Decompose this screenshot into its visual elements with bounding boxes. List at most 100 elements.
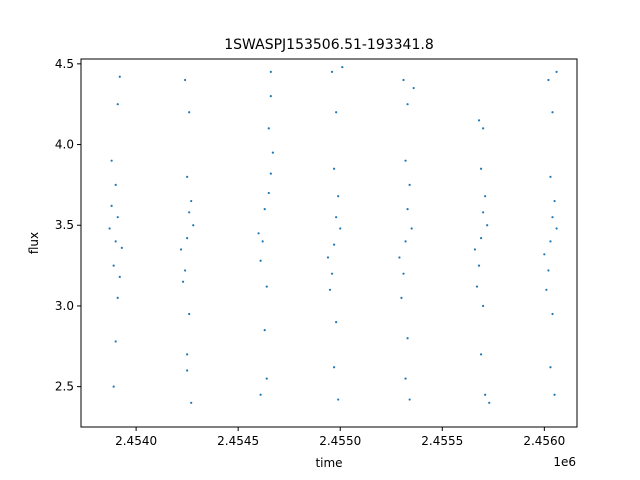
data-point — [337, 195, 340, 198]
data-point — [549, 366, 552, 369]
x-tick-label: 2.4555 — [421, 434, 463, 448]
data-point — [406, 103, 409, 106]
y-axis-label: flux — [27, 232, 41, 254]
data-point — [190, 401, 193, 404]
data-point — [110, 159, 113, 162]
data-point — [330, 272, 334, 275]
data-point — [549, 240, 552, 243]
data-point — [484, 393, 487, 396]
data-point — [545, 288, 548, 291]
data-point — [473, 248, 477, 251]
y-tick-label: 3.0 — [55, 299, 74, 313]
data-point — [328, 288, 332, 291]
data-point — [114, 240, 117, 243]
data-point — [112, 264, 115, 267]
data-point — [406, 337, 409, 340]
data-point — [114, 183, 117, 186]
x-tick-label: 2.4560 — [523, 434, 565, 448]
data-point — [108, 227, 111, 230]
data-point — [547, 269, 550, 272]
data-point — [186, 353, 189, 356]
data-point — [265, 377, 268, 380]
data-point — [406, 208, 409, 211]
data-point — [547, 78, 550, 82]
data-point — [482, 211, 485, 214]
data-point — [188, 211, 191, 214]
data-point — [555, 70, 558, 74]
data-point — [553, 393, 556, 396]
data-point — [404, 240, 407, 243]
data-point — [555, 227, 558, 230]
data-point — [404, 159, 407, 162]
data-point — [410, 227, 413, 230]
data-point — [482, 127, 485, 130]
data-point — [269, 95, 272, 98]
chart-title: 1SWASPJ153506.51-193341.8 — [224, 37, 433, 53]
x-axis: 2.4540 2.4545 2.4550 2.4555 2.4560 — [115, 427, 565, 448]
data-point — [116, 296, 119, 299]
data-point — [259, 259, 262, 262]
data-point — [482, 304, 485, 308]
data-point — [265, 285, 268, 288]
y-tick-label: 2.5 — [55, 380, 74, 394]
data-point — [486, 224, 489, 227]
x-tick-label: 2.4545 — [217, 434, 259, 448]
data-point — [553, 199, 556, 203]
data-point — [188, 111, 191, 114]
data-point — [110, 204, 113, 207]
data-point — [549, 175, 552, 178]
data-points — [108, 65, 558, 404]
data-point — [326, 256, 330, 259]
data-point — [412, 86, 415, 90]
y-axis: 2.5 3.0 3.5 4.0 4.5 — [55, 57, 81, 394]
y-tick-label: 3.5 — [55, 218, 74, 232]
data-point — [408, 183, 411, 186]
data-point — [181, 280, 185, 283]
data-point — [192, 224, 195, 227]
data-point — [112, 385, 115, 388]
data-point — [118, 75, 121, 78]
data-point — [543, 253, 546, 256]
data-point — [188, 312, 191, 316]
data-point — [402, 272, 405, 275]
data-point — [116, 216, 119, 219]
data-point — [551, 312, 554, 316]
data-point — [184, 269, 187, 272]
y-tick-label: 4.0 — [55, 138, 74, 152]
data-point — [330, 70, 334, 74]
data-point — [271, 151, 274, 154]
data-point — [333, 366, 336, 369]
data-point — [484, 195, 487, 198]
data-point — [114, 340, 117, 343]
data-point — [118, 275, 121, 278]
data-point — [186, 369, 189, 372]
x-tick-label: 2.4550 — [319, 434, 361, 448]
data-point — [339, 227, 342, 230]
data-point — [190, 199, 193, 203]
data-point — [551, 111, 554, 114]
data-point — [333, 167, 336, 170]
data-point — [400, 296, 403, 299]
x-axis-offset-label: 1e6 — [553, 455, 576, 469]
data-point — [186, 237, 189, 240]
data-point — [267, 127, 270, 130]
data-point — [551, 216, 554, 219]
x-tick-label: 2.4540 — [115, 434, 157, 448]
data-point — [479, 167, 483, 170]
data-point — [408, 398, 411, 401]
data-point — [477, 119, 481, 122]
data-point — [257, 232, 260, 235]
data-point — [269, 70, 272, 74]
data-point — [335, 216, 338, 219]
y-tick-label: 4.5 — [55, 57, 74, 71]
data-point — [477, 264, 481, 267]
data-point — [186, 175, 189, 178]
data-point — [479, 237, 483, 240]
data-point — [404, 377, 407, 380]
data-point — [259, 393, 262, 396]
data-point — [261, 240, 264, 243]
data-point — [488, 401, 491, 404]
data-point — [341, 65, 344, 69]
